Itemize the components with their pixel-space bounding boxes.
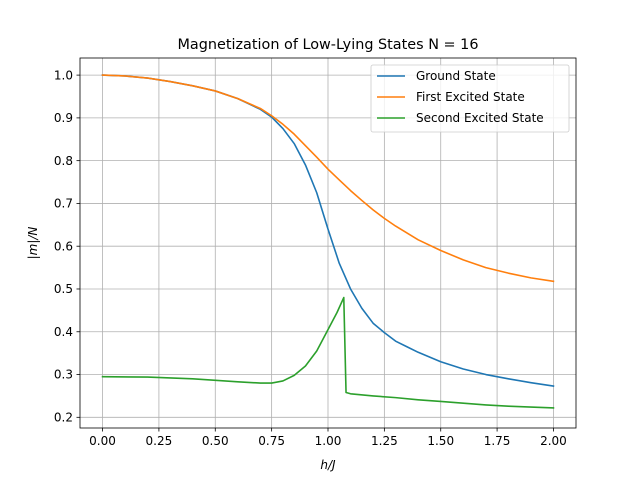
x-axis-label: h/J [320,458,336,472]
series-line-second-excited-state [101,296,555,409]
y-tick-label: 0.6 [54,239,73,253]
x-tick-label: 2.00 [540,434,567,448]
axis-ticks: 0.00 0.25 0.50 0.75 1.00 1.25 1.50 1.75 2.00 0.2 0… [54,68,567,448]
x-tick-label: 0.00 [89,434,116,448]
x-tick-label: 0.75 [258,434,285,448]
x-tick-label: 0.50 [202,434,229,448]
y-tick-label: 0.2 [54,411,73,425]
plot-area [101,74,555,409]
y-tick-label: 0.9 [54,111,73,125]
y-tick-label: 1.0 [54,68,73,82]
x-tick-label: 1.25 [371,434,398,448]
x-tick-label: 1.75 [484,434,511,448]
legend-box [370,64,570,133]
chart-title: Magnetization of Low-Lying States N = 16 [178,37,479,53]
legend-label-first-excited-state: First Excited State [416,90,525,104]
x-tick-label: 1.00 [315,434,342,448]
legend: Ground State First Excited State Second … [370,64,570,133]
y-axis-label: |m|/N [26,227,40,260]
x-tick-label: 1.50 [427,434,454,448]
y-tick-label: 0.7 [54,197,73,211]
series-line-first-excited-state [101,74,555,283]
y-tick-label: 0.5 [54,282,73,296]
legend-label-ground-state: Ground State [416,69,496,83]
legend-label-second-excited-state: Second Excited State [416,111,544,125]
x-tick-label: 0.25 [146,434,173,448]
y-tick-label: 0.3 [54,368,73,382]
y-tick-label: 0.8 [54,154,73,168]
y-tick-label: 0.4 [54,325,73,339]
